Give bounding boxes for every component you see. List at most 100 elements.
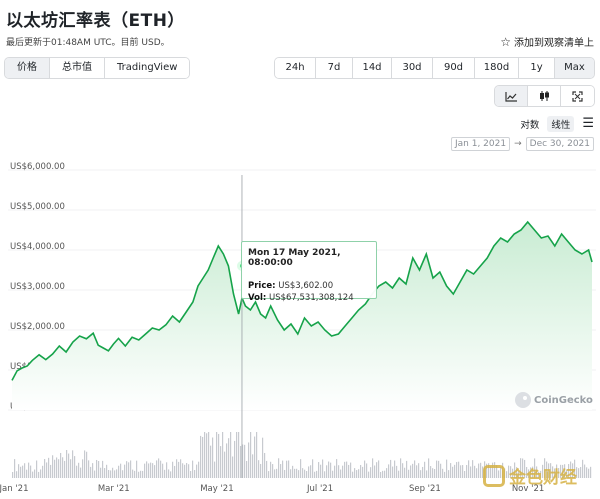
volume-bar (64, 460, 66, 478)
hamburger-menu-icon[interactable]: ☰ (582, 116, 594, 131)
star-icon: ☆ (500, 34, 511, 49)
volume-bar (360, 464, 362, 478)
range-30d[interactable]: 30d (392, 58, 433, 78)
volume-bar (312, 459, 314, 478)
volume-bar (498, 470, 500, 478)
x-tick-label: May '21 (200, 484, 233, 494)
add-to-watchlist-button[interactable]: ☆ 添加到观察清单上 (500, 34, 594, 50)
volume-bar (246, 460, 248, 478)
volume-bar (376, 462, 378, 478)
range-1y[interactable]: 1y (519, 58, 555, 78)
y-tick-label: US$4,000.00 (10, 242, 65, 252)
volume-bar (408, 469, 410, 478)
range-7d[interactable]: 7d (316, 58, 353, 78)
range-max[interactable]: Max (555, 58, 594, 78)
view-tabs: 价格 总市值 TradingView (4, 57, 191, 79)
date-arrow: → (514, 139, 522, 149)
volume-bar (330, 462, 332, 478)
fullscreen-icon (572, 90, 583, 102)
volume-bar (32, 471, 34, 478)
tab-tradingview[interactable]: TradingView (105, 58, 190, 78)
range-90d[interactable]: 90d (433, 58, 475, 78)
volume-bar (354, 468, 356, 478)
volume-bar (298, 470, 300, 478)
volume-bar (44, 459, 46, 478)
volume-bar (220, 446, 222, 478)
range-14d[interactable]: 14d (353, 58, 392, 78)
watchlist-label: 添加到观察清单上 (514, 38, 594, 49)
volume-bar (168, 469, 170, 478)
volume-bar (384, 470, 386, 478)
volume-bar (186, 463, 188, 478)
volume-bar (284, 469, 286, 478)
tab-price[interactable]: 价格 (5, 58, 50, 78)
volume-bar (476, 468, 478, 478)
volume-bar (58, 459, 60, 478)
volume-bar (276, 468, 278, 478)
volume-bar (102, 460, 104, 478)
volume-bar (214, 461, 216, 478)
site-watermark: 金色财经 (483, 463, 577, 488)
volume-bar (398, 470, 400, 478)
volume-bar (222, 432, 224, 478)
volume-bar (344, 461, 346, 478)
volume-bar (230, 432, 232, 478)
range-180d[interactable]: 180d (475, 58, 519, 78)
volume-bar (362, 466, 364, 478)
volume-bar (200, 435, 202, 478)
log-scale-button[interactable]: 对数 (520, 120, 540, 131)
volume-bar (118, 465, 120, 478)
candlestick-button[interactable] (528, 86, 561, 106)
volume-bar (482, 466, 484, 478)
volume-bar (326, 465, 328, 478)
volume-bar (488, 463, 490, 478)
volume-bar (240, 445, 242, 478)
volume-bar (530, 467, 532, 478)
volume-bar (74, 456, 76, 478)
date-from-input[interactable]: Jan 1, 2021 (451, 137, 511, 151)
line-chart-button[interactable] (495, 86, 528, 106)
watermark-text: 金色财经 (509, 468, 577, 488)
volume-bar (410, 465, 412, 478)
volume-bar (454, 464, 456, 478)
volume-bar (156, 460, 158, 478)
volume-bar (166, 462, 168, 478)
x-tick-label: Jul '21 (306, 484, 333, 494)
volume-bar (92, 463, 94, 478)
linear-scale-button[interactable]: 线性 (547, 116, 575, 132)
volume-bar (506, 471, 508, 478)
volume-bar (538, 471, 540, 478)
date-to-input[interactable]: Dec 30, 2021 (525, 137, 594, 151)
price-chart[interactable]: US$0.00US$1,000.00US$2,000.00US$3,000.00… (0, 150, 600, 499)
volume-bar (388, 464, 390, 478)
volume-bar (258, 460, 260, 478)
volume-bar (470, 466, 472, 478)
volume-bar (452, 466, 454, 478)
volume-bar (314, 471, 316, 478)
volume-bar (434, 469, 436, 478)
volume-bar (554, 468, 556, 478)
volume-bar (570, 461, 572, 478)
volume-bar (584, 464, 586, 478)
volume-bar (456, 462, 458, 478)
volume-bar (306, 471, 308, 478)
volume-bar (18, 464, 20, 478)
volume-bar (540, 470, 542, 478)
volume-bar (24, 463, 26, 478)
volume-bar (510, 466, 512, 478)
volume-bar (318, 462, 320, 478)
volume-bar (140, 470, 142, 478)
tab-market-cap[interactable]: 总市值 (50, 58, 105, 78)
range-24h[interactable]: 24h (275, 58, 316, 78)
volume-bar (580, 466, 582, 478)
volume-bar (442, 468, 444, 478)
volume-bar (474, 465, 476, 478)
volume-bar (480, 462, 482, 478)
volume-bar (420, 470, 422, 478)
volume-bar (180, 459, 182, 478)
fullscreen-button[interactable] (561, 86, 594, 106)
volume-bar (80, 467, 82, 478)
volume-bar (116, 469, 118, 478)
volume-bar (252, 454, 254, 478)
volume-bar (84, 450, 86, 478)
